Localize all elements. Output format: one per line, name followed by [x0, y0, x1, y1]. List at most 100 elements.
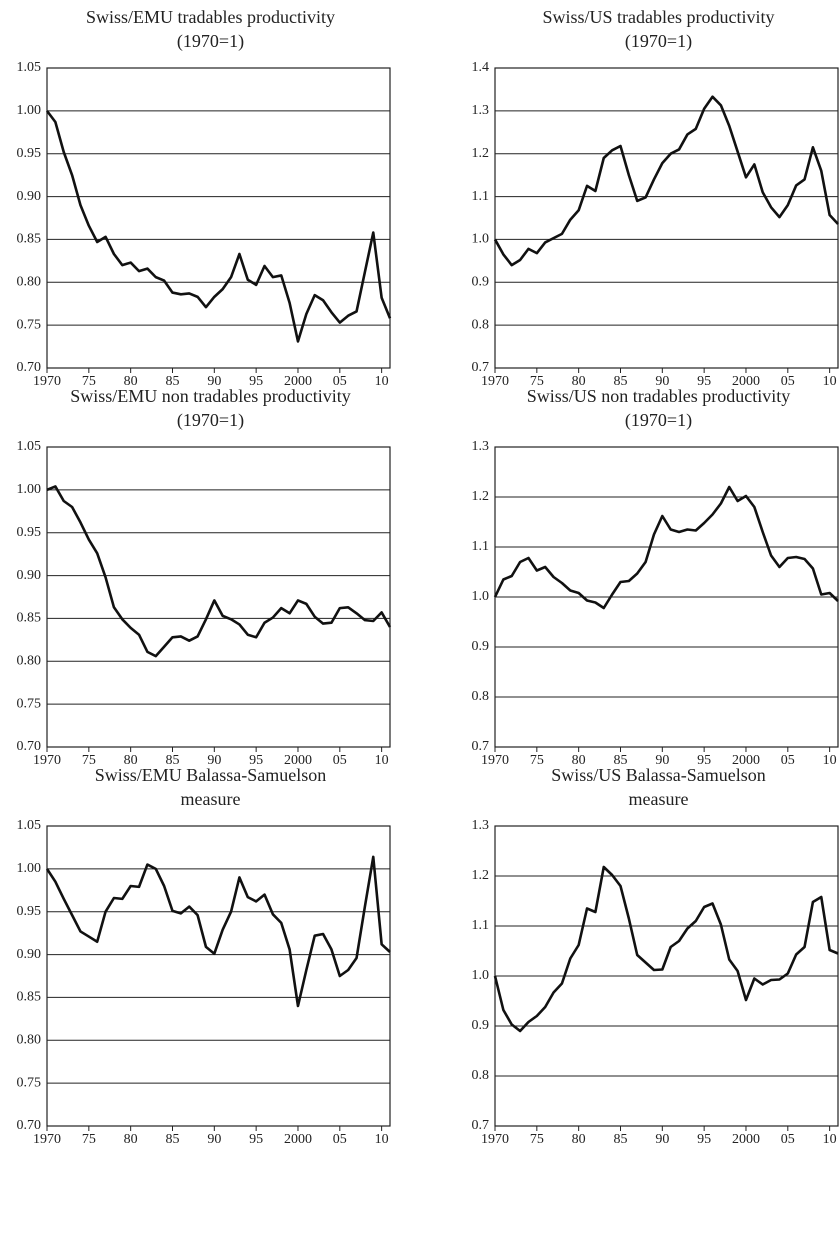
x-tick-label: 75: [530, 1132, 544, 1147]
x-tick-label: 90: [655, 1132, 669, 1147]
x-tick-label: 95: [249, 753, 263, 768]
y-tick-label: 1.3: [472, 103, 490, 118]
data-line: [493, 95, 839, 267]
x-tick-label: 2000: [284, 753, 312, 768]
x-tick-label: 90: [207, 1132, 221, 1147]
y-tick-label: 1.3: [472, 818, 490, 833]
x-tick-label: 75: [530, 753, 544, 768]
x-tick-label: 90: [655, 753, 669, 768]
x-tick-label: 1970: [33, 1132, 61, 1147]
chart-title: Swiss/EMU Balassa-Samuelson: [95, 765, 327, 785]
y-tick-label: 0.7: [472, 739, 490, 754]
y-tick-label: 0.95: [17, 904, 42, 919]
x-tick-label: 10: [375, 1132, 389, 1147]
y-tick-label: 1.05: [17, 439, 42, 454]
y-tick-label: 1.00: [17, 103, 42, 118]
y-tick-label: 0.7: [472, 1118, 490, 1133]
x-tick-label: 1970: [481, 1132, 509, 1147]
y-tick-label: 0.90: [17, 568, 42, 583]
x-tick-label: 80: [572, 374, 586, 389]
chart-title: Swiss/US non tradables productivity: [527, 386, 791, 406]
x-tick-label: 95: [249, 1132, 263, 1147]
y-tick-label: 0.95: [17, 525, 42, 540]
chart-title: Swiss/US Balassa-Samuelson: [551, 765, 766, 785]
y-tick-label: 0.80: [17, 275, 42, 290]
y-tick-label: 1.3: [472, 439, 490, 454]
x-tick-label: 75: [530, 374, 544, 389]
x-tick-label: 2000: [732, 1132, 760, 1147]
x-tick-label: 05: [781, 1132, 795, 1147]
y-tick-label: 1.00: [17, 861, 42, 876]
x-tick-label: 80: [572, 753, 586, 768]
data-line: [493, 485, 839, 610]
y-tick-label: 0.70: [17, 1118, 42, 1133]
y-tick-label: 0.70: [17, 360, 42, 375]
chart-title: Swiss/EMU tradables productivity: [86, 7, 335, 27]
x-tick-label: 90: [207, 374, 221, 389]
x-tick-label: 80: [124, 374, 138, 389]
chart-title: (1970=1): [177, 410, 244, 431]
x-tick-label: 75: [82, 753, 96, 768]
data-line: [45, 110, 392, 343]
x-tick-label: 2000: [732, 374, 760, 389]
chart-title: (1970=1): [177, 31, 244, 52]
y-tick-label: 0.75: [17, 317, 42, 332]
y-tick-label: 0.90: [17, 189, 42, 204]
y-tick-label: 1.0: [472, 232, 490, 247]
x-tick-label: 95: [697, 1132, 711, 1147]
data-line: [46, 485, 392, 658]
x-tick-label: 90: [655, 374, 669, 389]
y-tick-label: 0.8: [472, 1068, 490, 1083]
y-tick-label: 0.9: [472, 275, 490, 290]
x-tick-label: 85: [613, 753, 627, 768]
x-tick-label: 10: [375, 374, 389, 389]
chart-title: (1970=1): [625, 31, 692, 52]
plot-frame: [494, 67, 839, 369]
y-tick-label: 0.8: [472, 689, 490, 704]
y-tick-label: 1.0: [472, 589, 490, 604]
x-tick-label: 1970: [33, 374, 61, 389]
x-tick-label: 95: [697, 753, 711, 768]
y-tick-label: 0.95: [17, 146, 42, 161]
y-tick-label: 0.85: [17, 232, 42, 247]
chart-title: Swiss/US tradables productivity: [543, 7, 775, 27]
y-tick-label: 1.1: [472, 189, 490, 204]
y-tick-label: 0.80: [17, 654, 42, 669]
y-tick-label: 1.2: [472, 868, 490, 883]
y-tick-label: 1.0: [472, 968, 490, 983]
y-tick-label: 1.2: [472, 146, 490, 161]
x-tick-label: 1970: [481, 753, 509, 768]
chart-title: measure: [629, 789, 689, 809]
y-tick-label: 0.85: [17, 611, 42, 626]
x-tick-label: 05: [781, 753, 795, 768]
x-tick-label: 10: [823, 1132, 837, 1147]
data-line: [45, 855, 391, 1008]
x-tick-label: 85: [165, 753, 179, 768]
y-tick-label: 0.8: [472, 317, 490, 332]
x-tick-label: 95: [249, 374, 263, 389]
y-tick-label: 1.05: [17, 818, 42, 833]
x-tick-label: 2000: [284, 374, 312, 389]
x-tick-label: 05: [781, 374, 795, 389]
x-tick-label: 05: [333, 753, 347, 768]
x-tick-label: 2000: [732, 753, 760, 768]
y-tick-label: 0.80: [17, 1033, 42, 1048]
y-tick-label: 1.1: [472, 539, 490, 554]
chart-title: measure: [181, 789, 241, 809]
x-tick-label: 05: [333, 374, 347, 389]
x-tick-label: 05: [333, 1132, 347, 1147]
y-tick-label: 1.2: [472, 489, 490, 504]
plot-frame: [46, 825, 391, 1127]
y-tick-label: 0.70: [17, 739, 42, 754]
y-tick-label: 1.05: [17, 60, 42, 75]
y-tick-label: 1.4: [472, 60, 490, 75]
x-tick-label: 10: [823, 753, 837, 768]
y-tick-label: 1.00: [17, 482, 42, 497]
y-tick-label: 1.1: [472, 918, 490, 933]
x-tick-label: 90: [207, 753, 221, 768]
y-tick-label: 0.75: [17, 1075, 42, 1090]
x-tick-label: 85: [613, 1132, 627, 1147]
x-tick-label: 85: [165, 374, 179, 389]
x-tick-label: 10: [823, 374, 837, 389]
